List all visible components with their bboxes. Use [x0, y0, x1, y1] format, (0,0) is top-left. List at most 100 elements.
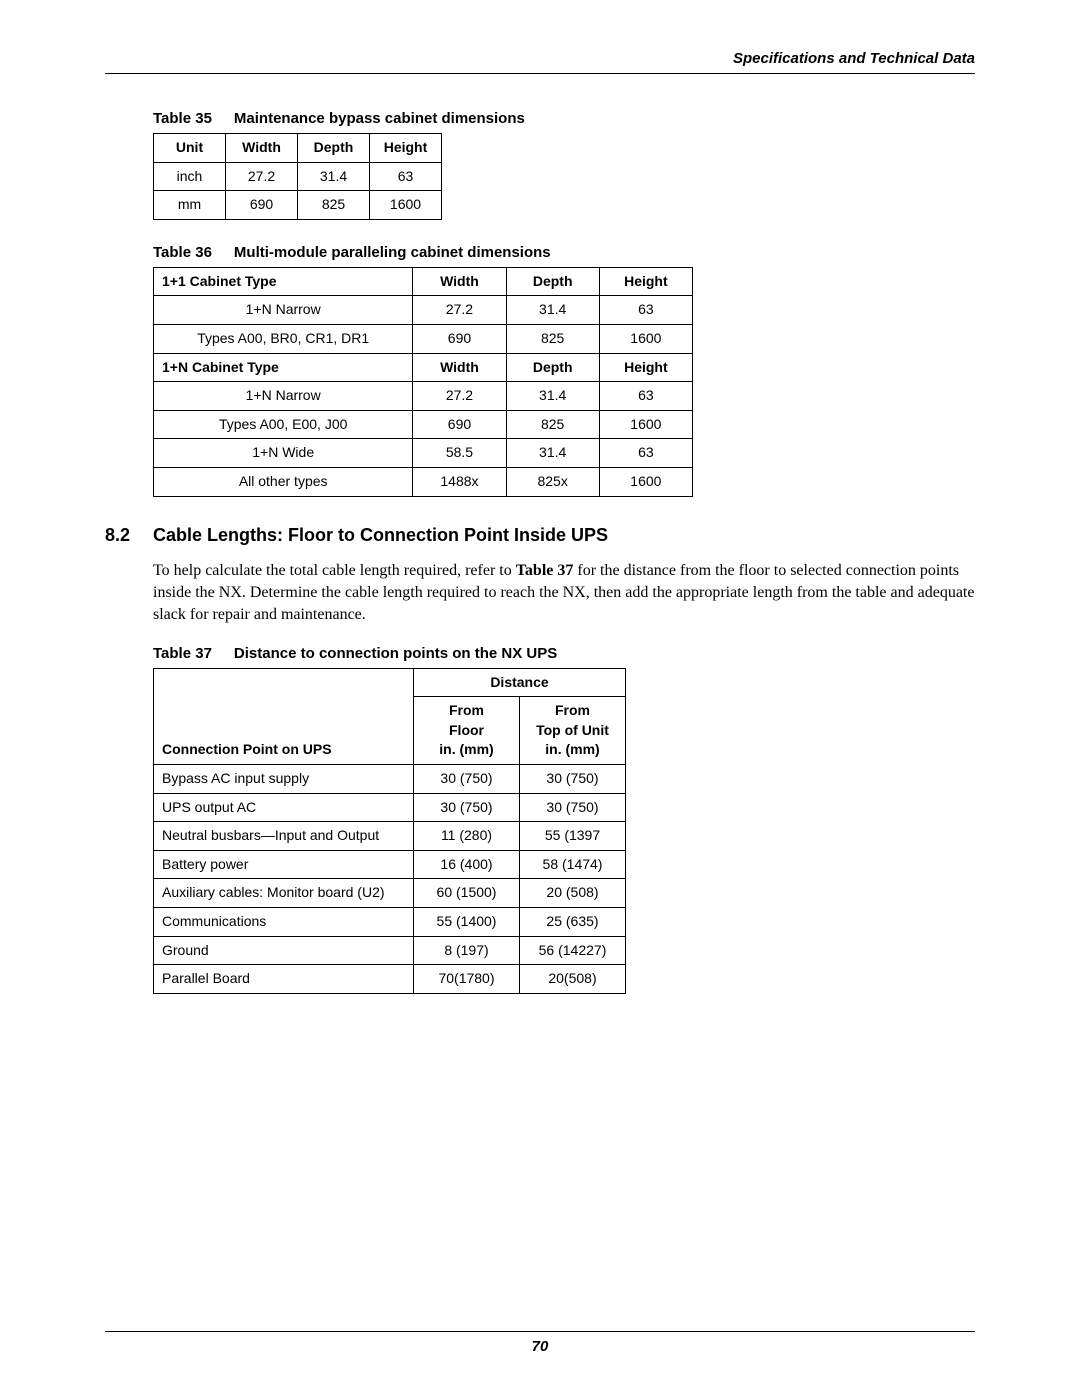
table36-num: Table 36 [153, 244, 212, 261]
cell: 31.4 [298, 162, 370, 191]
cell: 30 (750) [414, 793, 520, 822]
cell: 1600 [599, 324, 692, 353]
table-header-row: 1+1 Cabinet Type Width Depth Height [154, 267, 693, 296]
table37: Connection Point on UPS Distance From Fl… [153, 668, 626, 994]
cell: 27.2 [413, 382, 506, 411]
table-row: Types A00, BR0, CR1, DR1 690 825 1600 [154, 324, 693, 353]
col-header: Height [599, 267, 692, 296]
cell: 16 (400) [414, 850, 520, 879]
cell: Communications [154, 908, 414, 937]
cell: 27.2 [226, 162, 298, 191]
table35-title: Maintenance bypass cabinet dimensions [234, 110, 525, 127]
cell: 63 [599, 296, 692, 325]
col-header: Width [413, 267, 506, 296]
running-header: Specifications and Technical Data [105, 50, 975, 73]
table36-caption: Table 36 Multi-module paralleling cabinet… [153, 244, 975, 261]
cell: 63 [370, 162, 442, 191]
cell: 825 [298, 191, 370, 220]
col-header: Height [599, 353, 692, 382]
col-header: From Top of Unit in. (mm) [520, 697, 626, 765]
col-header: Unit [154, 134, 226, 163]
cell: 20 (508) [520, 879, 626, 908]
cell: 1+N Narrow [154, 296, 413, 325]
cell: 58.5 [413, 439, 506, 468]
table36-title: Multi-module paralleling cabinet dimensi… [234, 244, 551, 261]
cell: 31.4 [506, 296, 599, 325]
cell: 825x [506, 467, 599, 496]
section-title: Cable Lengths: Floor to Connection Point… [153, 525, 608, 545]
table-row: inch 27.2 31.4 63 [154, 162, 442, 191]
cell: Parallel Board [154, 965, 414, 994]
table-row: Types A00, E00, J00 690 825 1600 [154, 410, 693, 439]
cell: Auxiliary cables: Monitor board (U2) [154, 879, 414, 908]
cell: 690 [413, 324, 506, 353]
body-text-pre: To help calculate the total cable length… [153, 562, 516, 579]
section-heading-8-2: 8.2Cable Lengths: Floor to Connection Po… [105, 525, 975, 546]
cell: 1+N Wide [154, 439, 413, 468]
col-header: Width [226, 134, 298, 163]
cell: 31.4 [506, 439, 599, 468]
cell: 63 [599, 382, 692, 411]
footer-rule [105, 1331, 975, 1332]
body-text-ref: Table 37 [516, 562, 574, 579]
table-row: All other types 1488x 825x 1600 [154, 467, 693, 496]
table36: 1+1 Cabinet Type Width Depth Height 1+N … [153, 267, 693, 497]
table-row: Parallel Board 70(1780) 20(508) [154, 965, 626, 994]
cell: 55 (1400) [414, 908, 520, 937]
cell: 31.4 [506, 382, 599, 411]
table-row: 1+N Wide 58.5 31.4 63 [154, 439, 693, 468]
col-header-span: Distance [414, 668, 626, 697]
table-row: Neutral busbars—Input and Output 11 (280… [154, 822, 626, 851]
cell: 20(508) [520, 965, 626, 994]
page-number: 70 [105, 1338, 975, 1355]
cell: 63 [599, 439, 692, 468]
cell: Battery power [154, 850, 414, 879]
page-footer: 70 [105, 1331, 975, 1355]
cell: All other types [154, 467, 413, 496]
table-row: Auxiliary cables: Monitor board (U2) 60 … [154, 879, 626, 908]
cell: 25 (635) [520, 908, 626, 937]
section-number: 8.2 [105, 525, 153, 546]
section-body: To help calculate the total cable length… [153, 560, 975, 627]
cell: 30 (750) [520, 765, 626, 794]
cell: 690 [226, 191, 298, 220]
cell: 1600 [370, 191, 442, 220]
table-row: 1+N Narrow 27.2 31.4 63 [154, 296, 693, 325]
cell: 825 [506, 324, 599, 353]
cell: mm [154, 191, 226, 220]
cell: 27.2 [413, 296, 506, 325]
cell: 56 (14227) [520, 936, 626, 965]
cell: 58 (1474) [520, 850, 626, 879]
table-row: Battery power 16 (400) 58 (1474) [154, 850, 626, 879]
table37-caption: Table 37Distance to connection points on… [153, 645, 975, 662]
col-header: Depth [506, 353, 599, 382]
cell: Bypass AC input supply [154, 765, 414, 794]
cell: 1600 [599, 467, 692, 496]
cell: 8 (197) [414, 936, 520, 965]
table35-caption: Table 35 Maintenance bypass cabinet dimen… [153, 110, 975, 127]
cell: 1488x [413, 467, 506, 496]
cell: UPS output AC [154, 793, 414, 822]
cell: 60 (1500) [414, 879, 520, 908]
col-header: Height [370, 134, 442, 163]
cell: 1+N Narrow [154, 382, 413, 411]
cell: Types A00, BR0, CR1, DR1 [154, 324, 413, 353]
table-row: Ground 8 (197) 56 (14227) [154, 936, 626, 965]
table-row: 1+N Narrow 27.2 31.4 63 [154, 382, 693, 411]
table-row: Communications 55 (1400) 25 (635) [154, 908, 626, 937]
cell: Ground [154, 936, 414, 965]
cell: 30 (750) [414, 765, 520, 794]
header-rule [105, 73, 975, 74]
cell: 11 (280) [414, 822, 520, 851]
col-header: Width [413, 353, 506, 382]
col-header: 1+N Cabinet Type [154, 353, 413, 382]
col-header: Connection Point on UPS [154, 668, 414, 764]
table-row: mm 690 825 1600 [154, 191, 442, 220]
table-row: Bypass AC input supply 30 (750) 30 (750) [154, 765, 626, 794]
table35-num: Table 35 [153, 110, 212, 127]
table-header-row: Connection Point on UPS Distance [154, 668, 626, 697]
cell: inch [154, 162, 226, 191]
cell: 70(1780) [414, 965, 520, 994]
col-header: From Floor in. (mm) [414, 697, 520, 765]
cell: 55 (1397 [520, 822, 626, 851]
